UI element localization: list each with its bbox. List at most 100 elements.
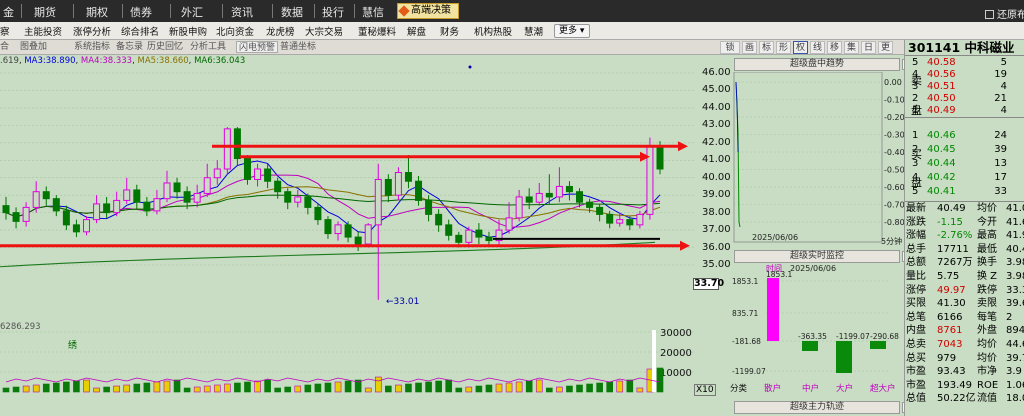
- volume-bar: [405, 383, 412, 393]
- candle-body: [264, 168, 272, 182]
- menu-item[interactable]: 慧信: [362, 6, 384, 19]
- stat-row: 总买 979 均价 39.7: [905, 353, 1024, 365]
- bar-label: -1199.07: [836, 332, 870, 341]
- nav-item[interactable]: 慧潮: [524, 27, 544, 38]
- nav-item[interactable]: 大宗交易: [305, 27, 344, 38]
- stat-row: 总卖 7043 均价 44.6: [905, 339, 1024, 351]
- bar-label: -290.68: [870, 332, 899, 341]
- menu-item[interactable]: 期权: [86, 6, 108, 19]
- tool-button[interactable]: 移: [827, 41, 842, 54]
- category-label: 散户: [764, 383, 781, 394]
- middle-panels: 超级盘中趋势x 0.00 -0.10 -0.20 -0.30 -0.40 -0.50 -0.…: [730, 55, 913, 416]
- nav-item[interactable]: 涨停分析: [73, 27, 112, 38]
- menu-item[interactable]: 数据: [281, 6, 303, 19]
- candle-body: [274, 180, 282, 193]
- candle-body: [163, 182, 171, 200]
- current-price-tag: 33.70: [693, 278, 725, 290]
- stat-label: 涨幅: [906, 230, 926, 242]
- more-dropdown[interactable]: 更多 ▾: [554, 24, 590, 38]
- order-row[interactable]: 5 40.58 5: [905, 57, 1024, 69]
- volume-bar: [73, 380, 80, 393]
- tool-button[interactable]: 画: [742, 41, 757, 54]
- tool-button[interactable]: 集: [844, 41, 859, 54]
- candle-body: [294, 196, 302, 203]
- tool-button[interactable]: 更: [878, 41, 893, 54]
- trend-tick-label: -0.80: [884, 218, 904, 227]
- order-volume: 17: [994, 172, 1007, 183]
- sell-label: 盘: [911, 104, 922, 117]
- stat-label: 换手: [977, 257, 997, 269]
- stat-value: 41.9: [1006, 230, 1024, 242]
- level-index: 4: [912, 172, 919, 183]
- nav-item[interactable]: 解盘: [407, 27, 427, 38]
- candle-body: [72, 224, 80, 233]
- order-row[interactable]: 4 40.56 19: [905, 69, 1024, 81]
- order-price: 40.58: [927, 57, 956, 68]
- trend-tick-label: -0.10: [884, 96, 904, 105]
- toolbar-item[interactable]: 分析工具: [190, 42, 227, 52]
- level-index: 2: [912, 93, 919, 104]
- hot-decision-button[interactable]: 高端决策: [397, 3, 459, 19]
- level-index: 3: [912, 158, 919, 169]
- toolbar-item[interactable]: 系统指标: [74, 42, 111, 52]
- trend-tick-label: -0.70: [884, 201, 904, 210]
- stat-value: 93.43: [937, 366, 966, 378]
- menu-item[interactable]: 期货: [34, 6, 56, 19]
- menu-item[interactable]: 金: [3, 6, 14, 19]
- nav-item[interactable]: 主能投资: [24, 27, 63, 38]
- stat-label: 每笔: [977, 311, 997, 323]
- nav-item[interactable]: 综合排名: [121, 27, 160, 38]
- sub-navigation-bar: 察 主能投资 涨停分析 综合排名 新股申购 北向资金 龙虎榜 大宗交易 董秘爆料…: [0, 22, 1024, 40]
- stat-label: 跌停: [977, 284, 997, 296]
- menu-item[interactable]: 投行: [322, 6, 344, 19]
- candle-body: [636, 213, 644, 226]
- tool-button[interactable]: 形: [776, 41, 791, 54]
- nav-item[interactable]: 机构热股: [474, 27, 513, 38]
- nav-item[interactable]: 财务: [440, 27, 460, 38]
- order-row[interactable]: 1 40.46 24: [905, 130, 1024, 142]
- toolbar-item[interactable]: 图叠加: [20, 42, 48, 52]
- volume-bar: [193, 386, 201, 393]
- nav-item[interactable]: 龙虎榜: [266, 27, 295, 38]
- candle-body: [364, 224, 372, 245]
- volume-bar: [274, 387, 281, 393]
- tool-button[interactable]: 锁: [720, 41, 740, 54]
- candle-body: [183, 191, 191, 203]
- toolbar-item[interactable]: 合: [0, 42, 10, 52]
- tool-button[interactable]: 标: [759, 41, 774, 54]
- tool-button[interactable]: 日: [861, 41, 876, 54]
- stat-label: 总买: [906, 352, 926, 364]
- level-index: 1: [912, 105, 919, 116]
- order-row[interactable]: 5 40.41 33: [905, 186, 1024, 198]
- stat-label: 流值: [977, 393, 997, 405]
- stat-value: 894: [1006, 325, 1024, 337]
- toolbar-item[interactable]: 备忘录: [116, 42, 144, 52]
- order-row[interactable]: 3 40.51 4: [905, 81, 1024, 93]
- order-row[interactable]: 1 40.49 4: [905, 105, 1024, 117]
- menu-item[interactable]: 外汇: [181, 6, 203, 19]
- nav-item[interactable]: 察: [0, 27, 10, 38]
- toolbar-item[interactable]: 普通坐标: [280, 42, 317, 52]
- order-row[interactable]: 2 40.50 21: [905, 93, 1024, 105]
- monitor-tick-label: -181.68: [732, 337, 761, 346]
- menu-item[interactable]: 债券: [130, 6, 152, 19]
- toolbar-item[interactable]: 闪电预警: [236, 41, 279, 53]
- tool-button[interactable]: 线: [810, 41, 825, 54]
- top-menubar: 金 期货 期权 债券 外汇 资讯 数据 投行 慧信 高端决策 还原布: [0, 0, 1024, 22]
- stat-label: 均价: [977, 352, 997, 364]
- toolbar-item[interactable]: 历史回忆: [147, 42, 184, 52]
- order-row[interactable]: 2 40.45 39: [905, 144, 1024, 156]
- order-row[interactable]: 3 40.44 13: [905, 158, 1024, 170]
- nav-item[interactable]: 董秘爆料: [358, 27, 397, 38]
- candlestick-chart[interactable]: ←33.01: [0, 55, 694, 320]
- nav-item[interactable]: 新股申购: [169, 27, 208, 38]
- restore-layout-button[interactable]: 还原布: [985, 6, 1024, 21]
- sell-label: 卖: [911, 74, 922, 87]
- candle-body: [515, 196, 523, 219]
- order-row[interactable]: 4 40.42 17: [905, 172, 1024, 184]
- volume-bar: [656, 367, 664, 393]
- tool-button[interactable]: 权: [793, 41, 808, 54]
- menu-item[interactable]: 资讯: [231, 6, 253, 19]
- candle-body: [193, 192, 201, 203]
- nav-item[interactable]: 北向资金: [216, 27, 255, 38]
